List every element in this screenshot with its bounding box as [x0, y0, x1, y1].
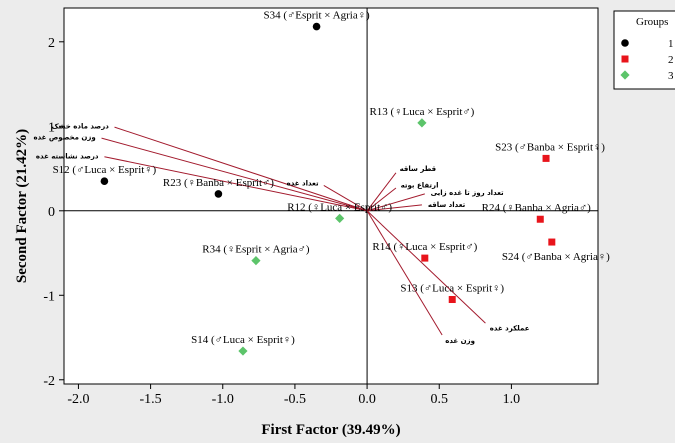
data-point [417, 118, 427, 128]
data-point [542, 154, 550, 162]
legend-entry-label: 3 [668, 70, 674, 82]
x-tick-label: -1.0 [212, 392, 234, 407]
y-tick-label: -1 [43, 289, 55, 304]
data-point [548, 238, 556, 246]
data-point [238, 346, 248, 356]
vector-label: درصد نشاسته غده [36, 153, 99, 161]
legend-marker [621, 39, 629, 47]
y-tick-label: -2 [43, 374, 55, 389]
plot-area [63, 7, 599, 385]
point-label: R24 (♀Banba × Agria♂) [482, 202, 591, 214]
vector-label: ارتفاع بوته [401, 181, 439, 189]
vector-label: تعداد ساقه [428, 201, 466, 209]
x-tick-label: 0.5 [430, 392, 448, 407]
legend-title: Groups [636, 16, 668, 28]
vector-label: وزن غده [445, 337, 475, 345]
x-tick-label: -0.5 [284, 392, 306, 407]
vector-label: تعداد غده [287, 179, 319, 187]
loading-vector [323, 185, 368, 212]
vector-label: قطر ساقه [400, 165, 437, 173]
loading-vector [101, 137, 368, 212]
data-point [421, 254, 429, 262]
point-label: R13 (♀Luca × Esprit♂) [369, 106, 474, 118]
loading-vector [366, 172, 397, 212]
data-point [312, 22, 321, 31]
point-label: R12 (♀Luca × Esprit♂) [287, 201, 392, 213]
y-tick-label: 0 [48, 205, 55, 220]
data-point [251, 256, 261, 266]
point-label: S14 (♂Luca × Esprit♀) [191, 334, 295, 346]
loading-vector [104, 156, 368, 212]
legend-entry-label: 2 [668, 54, 674, 66]
point-label: S12 (♂Luca × Esprit♀) [53, 164, 157, 176]
point-label: R34 (♀Esprit × Agria♂) [202, 244, 310, 256]
x-tick-label: 1.0 [503, 392, 521, 407]
data-point [536, 215, 544, 223]
point-label: S13 (♂Luca × Esprit♀) [400, 283, 504, 295]
legend-marker [621, 55, 629, 63]
x-axis-label: First Factor (39.49%) [261, 422, 400, 438]
data-point [214, 190, 223, 198]
point-label: R23 (♀Banba × Esprit♂) [163, 177, 274, 189]
data-point [100, 177, 109, 186]
vector-label: درصد ماده خشک [51, 122, 109, 130]
x-tick-label: -1.5 [140, 392, 162, 407]
loading-vector [366, 210, 443, 336]
legend-marker [620, 70, 630, 80]
x-tick-label: 0.0 [358, 392, 376, 407]
data-point [448, 296, 456, 304]
loading-vector [366, 210, 486, 324]
point-label: S24 (♂Banba × Agria♀) [502, 251, 610, 263]
y-axis-label: Second Factor (21.42%) [14, 129, 30, 283]
legend: Groups 1 2 3 [613, 10, 675, 90]
y-tick-label: 2 [48, 36, 55, 51]
x-tick-label: -2.0 [67, 392, 89, 407]
y-tick-label: 1 [48, 120, 55, 135]
point-label: R14 (♀Luca × Esprit♂) [372, 241, 477, 253]
vector-label: عملکرد غده [490, 324, 530, 332]
point-label: S34 (♂Esprit × Agria♀) [264, 10, 370, 22]
vector-label: تعداد روز تا غده زایی [431, 189, 504, 197]
loading-vector [367, 204, 422, 212]
point-label: S23 (♂Banba × Esprit♀) [495, 141, 605, 153]
legend-entry-label: 1 [668, 38, 674, 50]
loading-vector [366, 193, 425, 212]
loading-vector [366, 187, 397, 212]
data-point [335, 213, 345, 223]
vector-label: وزن مخصوص غده [33, 134, 95, 142]
loading-vector [114, 126, 368, 212]
